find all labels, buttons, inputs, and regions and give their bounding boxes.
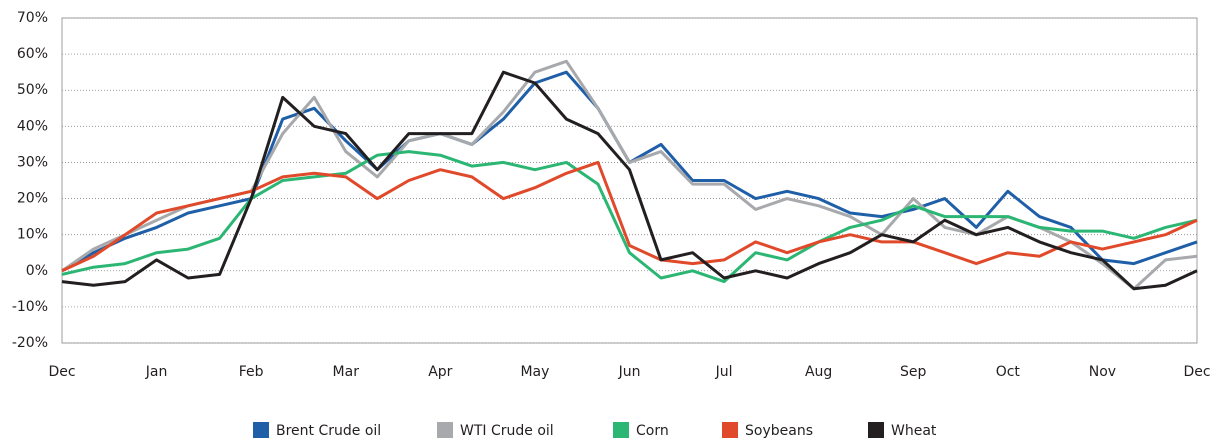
y-tick-label: 30% — [17, 154, 48, 170]
x-tick-label: Feb — [239, 364, 264, 380]
legend-swatch — [613, 422, 629, 438]
x-tick-label: Jun — [618, 364, 641, 380]
legend-label: Soybeans — [745, 423, 813, 439]
series-line — [61, 160, 1198, 273]
legend-label: Brent Crude oil — [276, 423, 381, 439]
x-tick-label: May — [520, 364, 549, 380]
x-tick-label: Apr — [428, 364, 452, 380]
legend-swatch — [437, 422, 453, 438]
y-tick-label: 50% — [17, 82, 48, 98]
x-tick-label: Oct — [996, 364, 1021, 380]
x-tick-label: Sep — [900, 364, 927, 380]
x-tick-label: Jan — [145, 364, 168, 380]
y-tick-label: 70% — [17, 10, 48, 26]
legend-label: WTI Crude oil — [460, 423, 554, 439]
y-tick-label: -10% — [12, 299, 48, 315]
y-tick-label: -20% — [12, 335, 48, 351]
legend-swatch — [868, 422, 884, 438]
x-tick-label: Dec — [48, 364, 75, 380]
legend-swatch — [253, 422, 269, 438]
x-tick-label: Mar — [333, 364, 360, 380]
legend-label: Corn — [636, 423, 669, 439]
y-tick-label: 20% — [17, 191, 48, 207]
x-tick-label: Aug — [805, 364, 832, 380]
x-tick-label: Dec — [1183, 364, 1210, 380]
y-tick-label: 40% — [17, 118, 48, 134]
y-tick-label: 10% — [17, 227, 48, 243]
legend-swatch — [722, 422, 738, 438]
plot-frame — [61, 17, 1198, 344]
legend-label: Wheat — [891, 423, 937, 439]
x-tick-label: Jul — [715, 364, 733, 380]
y-tick-label: 0% — [26, 263, 48, 279]
y-tick-label: 60% — [17, 46, 48, 62]
series-line — [61, 70, 1198, 291]
x-tick-label: Nov — [1089, 364, 1116, 380]
